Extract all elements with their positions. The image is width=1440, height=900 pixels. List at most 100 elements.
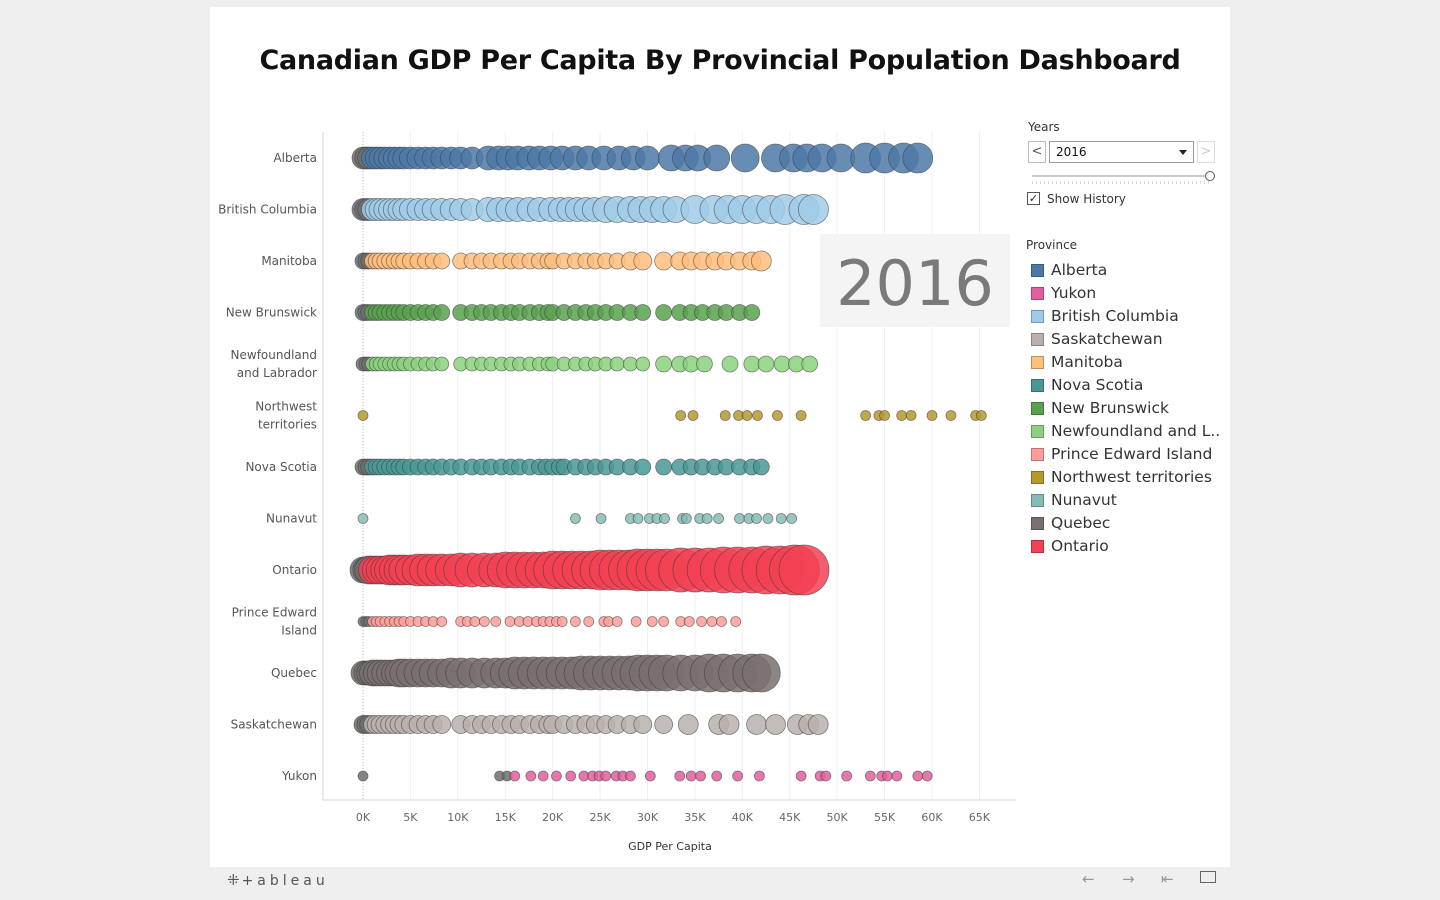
data-point-northwest-territories[interactable] xyxy=(772,410,783,421)
data-point-northwest-territories[interactable] xyxy=(752,410,763,421)
data-point-alberta[interactable] xyxy=(635,145,660,171)
data-point-prince-edward-island[interactable] xyxy=(478,616,490,627)
data-point-northwest-territories[interactable] xyxy=(945,410,957,421)
data-point-northwest-territories[interactable] xyxy=(795,410,807,421)
data-point-british-columbia[interactable] xyxy=(798,194,829,225)
data-point-northwest-territories[interactable] xyxy=(675,410,687,421)
data-point-yukon[interactable] xyxy=(551,770,562,782)
data-point-alberta[interactable] xyxy=(730,143,760,173)
data-point-prince-edward-island[interactable] xyxy=(716,616,727,627)
data-point-prince-edward-island[interactable] xyxy=(570,616,581,627)
data-point-saskatchewan[interactable] xyxy=(633,715,653,734)
data-point-yukon[interactable] xyxy=(685,770,697,782)
data-point-prince-edward-island[interactable] xyxy=(490,616,502,627)
show-history-label[interactable]: Show History xyxy=(1047,192,1126,206)
data-point-nunavut[interactable] xyxy=(734,513,745,524)
year-slider-track[interactable] xyxy=(1032,175,1210,177)
data-point-yukon[interactable] xyxy=(509,770,521,782)
data-point-yukon[interactable] xyxy=(795,770,807,782)
data-point-nunavut[interactable] xyxy=(659,513,670,524)
data-point-northwest-territories[interactable] xyxy=(719,410,731,421)
data-point-yukon[interactable] xyxy=(711,770,723,782)
data-point-northwest-territories[interactable] xyxy=(860,410,872,421)
data-point-saskatchewan[interactable] xyxy=(746,714,767,735)
data-point-northwest-territories[interactable] xyxy=(687,410,699,421)
next-year-button[interactable]: > xyxy=(1197,141,1215,163)
previous-year-button[interactable]: < xyxy=(1028,141,1046,163)
data-point-nunavut[interactable] xyxy=(775,513,787,524)
data-point-new-brunswick[interactable] xyxy=(634,304,652,321)
redo-icon[interactable]: → xyxy=(1122,870,1135,888)
data-point-newfoundland-and-labrador[interactable] xyxy=(801,355,819,373)
data-point-yukon[interactable] xyxy=(864,770,876,782)
data-point-prince-edward-island[interactable] xyxy=(658,616,670,627)
data-point-nova-scotia[interactable] xyxy=(752,458,770,476)
data-point-manitoba[interactable] xyxy=(633,251,653,271)
data-point-yukon[interactable] xyxy=(695,770,707,782)
data-point-saskatchewan[interactable] xyxy=(807,714,829,735)
data-point-newfoundland-and-labrador[interactable] xyxy=(721,355,739,373)
data-point-yukon[interactable] xyxy=(625,770,636,782)
data-point-new-brunswick[interactable] xyxy=(433,304,451,321)
data-point-nunavut[interactable] xyxy=(762,513,774,524)
revert-icon[interactable]: ⇤ xyxy=(1161,870,1174,888)
data-point-saskatchewan[interactable] xyxy=(718,714,740,735)
data-point-prince-edward-island[interactable] xyxy=(630,616,642,627)
data-point-nova-scotia[interactable] xyxy=(634,458,652,476)
data-point-newfoundland-and-labrador[interactable] xyxy=(773,355,791,373)
fullscreen-icon[interactable] xyxy=(1200,871,1216,883)
data-point-prince-edward-island[interactable] xyxy=(730,616,742,627)
data-point-newfoundland-and-labrador[interactable] xyxy=(743,355,761,373)
data-point-yukon[interactable] xyxy=(357,770,369,782)
data-point-yukon[interactable] xyxy=(921,770,933,782)
data-point-yukon[interactable] xyxy=(565,770,577,782)
data-point-nunavut[interactable] xyxy=(570,513,581,524)
data-point-prince-edward-island[interactable] xyxy=(469,616,481,627)
data-point-saskatchewan[interactable] xyxy=(677,714,699,735)
data-point-prince-edward-island[interactable] xyxy=(556,616,568,627)
data-point-newfoundland-and-labrador[interactable] xyxy=(623,356,638,372)
data-point-saskatchewan[interactable] xyxy=(432,715,452,734)
data-point-yukon[interactable] xyxy=(841,770,853,782)
data-point-new-brunswick[interactable] xyxy=(655,304,673,321)
data-point-manitoba[interactable] xyxy=(433,252,451,270)
data-point-prince-edward-island[interactable] xyxy=(646,616,658,627)
data-point-quebec[interactable] xyxy=(741,653,781,693)
data-point-manitoba[interactable] xyxy=(654,251,674,271)
data-point-northwest-territories[interactable] xyxy=(905,410,917,421)
data-point-prince-edward-island[interactable] xyxy=(683,616,695,627)
data-point-nunavut[interactable] xyxy=(595,513,607,524)
data-point-newfoundland-and-labrador[interactable] xyxy=(695,355,713,373)
data-point-newfoundland-and-labrador[interactable] xyxy=(434,356,450,372)
data-point-ontario[interactable] xyxy=(778,544,830,596)
data-point-nunavut[interactable] xyxy=(701,513,713,524)
data-point-yukon[interactable] xyxy=(644,770,656,782)
year-slider-handle[interactable] xyxy=(1205,171,1215,181)
tableau-logo[interactable]: ⁜ +ableau xyxy=(227,871,329,889)
data-point-nunavut[interactable] xyxy=(786,513,798,524)
undo-icon[interactable]: ← xyxy=(1082,870,1095,888)
data-point-newfoundland-and-labrador[interactable] xyxy=(635,356,651,372)
data-point-northwest-territories[interactable] xyxy=(357,410,369,421)
data-point-alberta[interactable] xyxy=(703,144,731,172)
data-point-yukon[interactable] xyxy=(912,770,924,782)
data-point-nova-scotia[interactable] xyxy=(655,458,673,476)
data-point-new-brunswick[interactable] xyxy=(743,304,761,321)
data-point-manitoba[interactable] xyxy=(750,250,772,272)
data-point-yukon[interactable] xyxy=(754,770,765,782)
data-point-newfoundland-and-labrador[interactable] xyxy=(609,356,625,372)
data-point-yukon[interactable] xyxy=(674,770,686,782)
data-point-saskatchewan[interactable] xyxy=(654,715,674,734)
data-point-northwest-territories[interactable] xyxy=(896,410,908,421)
data-point-nunavut[interactable] xyxy=(357,513,369,524)
data-point-prince-edward-island[interactable] xyxy=(696,616,707,627)
data-point-nunavut[interactable] xyxy=(680,513,692,524)
data-point-prince-edward-island[interactable] xyxy=(436,616,448,627)
data-point-nunavut[interactable] xyxy=(632,513,644,524)
data-point-prince-edward-island[interactable] xyxy=(583,616,595,627)
data-point-prince-edward-island[interactable] xyxy=(504,616,516,627)
data-point-yukon[interactable] xyxy=(820,770,832,782)
data-point-nunavut[interactable] xyxy=(713,513,725,524)
data-point-yukon[interactable] xyxy=(600,770,612,782)
data-point-yukon[interactable] xyxy=(732,770,743,782)
